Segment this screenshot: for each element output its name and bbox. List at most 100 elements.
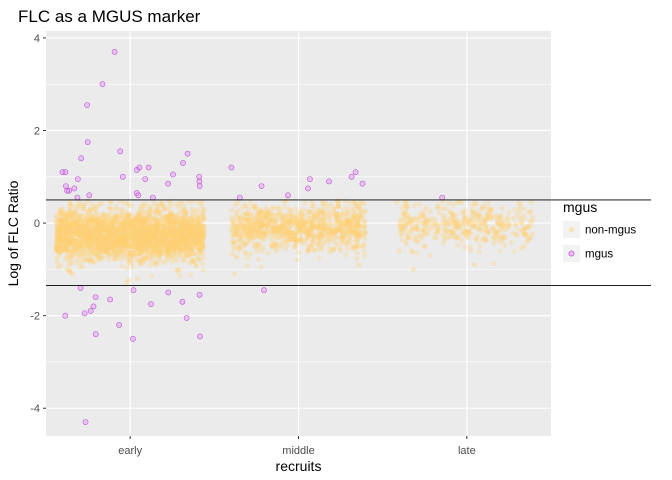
non-mgus-point <box>173 228 179 234</box>
non-mgus-point <box>82 237 88 243</box>
non-mgus-point <box>137 235 143 241</box>
non-mgus-point <box>119 251 125 257</box>
non-mgus-point <box>90 258 96 264</box>
non-mgus-point <box>171 254 178 260</box>
non-mgus-point <box>87 235 93 241</box>
mgus-point <box>81 310 88 317</box>
non-mgus-point <box>131 220 137 226</box>
non-mgus-point <box>187 243 194 250</box>
non-mgus-point <box>195 255 201 261</box>
non-mgus-point <box>77 243 83 249</box>
non-mgus-point <box>153 241 159 247</box>
non-mgus-point <box>91 215 97 221</box>
non-mgus-point <box>95 252 101 258</box>
non-mgus-point <box>138 221 144 228</box>
non-mgus-point <box>173 236 179 242</box>
non-mgus-point <box>107 242 113 248</box>
non-mgus-point <box>88 241 94 247</box>
non-mgus-point <box>199 238 205 244</box>
non-mgus-point <box>144 202 151 208</box>
non-mgus-point <box>485 200 491 206</box>
non-mgus-point <box>157 238 163 244</box>
non-mgus-point <box>167 225 173 231</box>
non-mgus-point <box>70 271 76 277</box>
non-mgus-point <box>160 227 166 233</box>
non-mgus-point <box>76 232 82 238</box>
non-mgus-point <box>122 242 128 248</box>
non-mgus-point <box>525 225 531 231</box>
non-mgus-point <box>63 242 69 248</box>
non-mgus-point <box>245 255 251 261</box>
x-axis-title: recruits <box>276 458 322 474</box>
non-mgus-point <box>319 233 325 239</box>
non-mgus-point <box>113 242 119 248</box>
non-mgus-point <box>194 207 201 213</box>
non-mgus-point <box>74 225 80 232</box>
non-mgus-point <box>121 235 127 241</box>
non-mgus-point <box>181 225 187 231</box>
non-mgus-point <box>444 228 450 234</box>
non-mgus-point <box>352 245 359 251</box>
non-mgus-point <box>104 249 110 255</box>
non-mgus-point <box>463 213 469 219</box>
non-mgus-point <box>84 223 90 229</box>
non-mgus-point <box>436 210 443 216</box>
non-mgus-point <box>193 232 199 238</box>
non-mgus-point <box>94 225 100 232</box>
non-mgus-point <box>171 235 177 242</box>
non-mgus-point <box>103 216 109 222</box>
non-mgus-point <box>315 233 321 239</box>
non-mgus-point <box>274 212 280 219</box>
non-mgus-point <box>476 248 482 254</box>
non-mgus-point <box>86 208 92 214</box>
non-mgus-point <box>136 231 142 237</box>
non-mgus-point <box>111 225 117 231</box>
non-mgus-point <box>190 220 196 226</box>
non-mgus-point <box>71 218 77 225</box>
non-mgus-point <box>179 233 185 239</box>
non-mgus-point <box>114 243 120 249</box>
non-mgus-point <box>138 228 144 234</box>
non-mgus-point <box>164 249 170 255</box>
non-mgus-point <box>234 255 240 261</box>
non-mgus-point <box>136 213 142 219</box>
non-mgus-point <box>66 261 72 267</box>
non-mgus-point <box>140 229 146 235</box>
non-mgus-point <box>93 225 99 231</box>
non-mgus-point <box>118 212 124 218</box>
non-mgus-point <box>189 225 195 231</box>
non-mgus-point <box>122 218 128 224</box>
non-mgus-point <box>292 244 298 250</box>
non-mgus-point <box>73 217 79 223</box>
non-mgus-point <box>199 234 205 240</box>
non-mgus-point <box>459 238 465 244</box>
non-mgus-point <box>194 212 200 218</box>
non-mgus-point <box>146 214 152 220</box>
non-mgus-point <box>105 238 111 244</box>
non-mgus-point <box>190 258 196 264</box>
non-mgus-point <box>154 238 160 244</box>
non-mgus-point <box>60 247 66 253</box>
non-mgus-point <box>137 260 143 267</box>
non-mgus-point <box>180 225 186 231</box>
non-mgus-point <box>147 237 153 243</box>
non-mgus-point <box>418 210 424 216</box>
non-mgus-point <box>64 227 70 233</box>
non-mgus-point <box>153 248 159 254</box>
non-mgus-point <box>141 243 147 249</box>
non-mgus-point <box>519 228 526 234</box>
non-mgus-point <box>166 217 172 223</box>
non-mgus-point <box>94 217 100 223</box>
non-mgus-point <box>60 235 66 242</box>
non-mgus-point <box>179 245 185 251</box>
non-mgus-point <box>72 205 78 211</box>
non-mgus-point <box>161 223 167 229</box>
non-mgus-point <box>156 210 162 216</box>
x-tick-label: late <box>458 445 476 457</box>
non-mgus-point <box>156 221 162 227</box>
non-mgus-point <box>142 248 148 254</box>
non-mgus-point <box>304 234 310 240</box>
non-mgus-point <box>162 224 168 230</box>
mgus-point <box>236 194 243 201</box>
non-mgus-point <box>68 258 74 264</box>
